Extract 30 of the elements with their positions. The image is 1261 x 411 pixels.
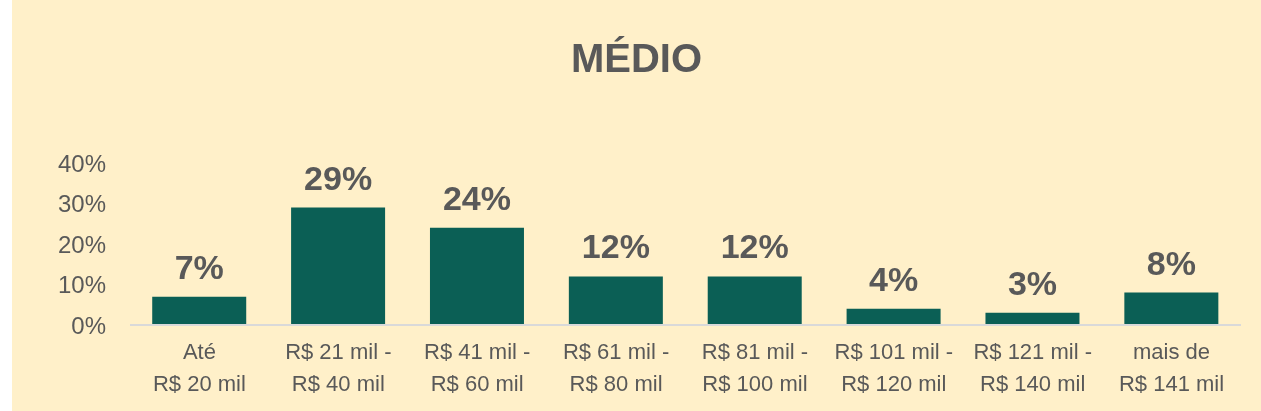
x-tick-label: R$ 81 mil - R$ 100 mil bbox=[701, 339, 809, 396]
data-label: 7% bbox=[174, 247, 224, 286]
x-tick-label: Até R$ 20 mil bbox=[152, 339, 246, 396]
y-tick-label: 30% bbox=[57, 190, 106, 218]
data-label: 12% bbox=[581, 227, 650, 266]
y-tick-label: 0% bbox=[71, 311, 106, 339]
y-tick-label: 20% bbox=[57, 230, 106, 258]
chart-title: MÉDIO bbox=[569, 36, 704, 81]
y-tick-label: 10% bbox=[57, 271, 106, 299]
bar bbox=[707, 276, 802, 325]
y-tick-label: 40% bbox=[57, 149, 106, 177]
data-label: 4% bbox=[869, 259, 919, 298]
data-label: 3% bbox=[1007, 263, 1058, 302]
x-tick-label: R$ 21 mil - R$ 40 mil bbox=[285, 339, 392, 396]
x-tick-label: R$ 101 mil - R$ 120 mil bbox=[834, 339, 954, 396]
data-label: 12% bbox=[720, 227, 789, 266]
bar bbox=[846, 308, 941, 325]
data-label: 8% bbox=[1146, 243, 1196, 282]
bar bbox=[291, 207, 386, 325]
bar bbox=[985, 312, 1080, 325]
x-tick-label: R$ 41 mil - R$ 60 mil bbox=[424, 339, 531, 396]
bar bbox=[152, 296, 247, 325]
x-tick-label: mais de R$ 141 mil bbox=[1118, 339, 1225, 396]
data-label: 29% bbox=[304, 158, 373, 197]
bar bbox=[1124, 292, 1219, 325]
bar bbox=[429, 227, 524, 325]
bar bbox=[568, 276, 663, 325]
data-label: 24% bbox=[442, 178, 511, 217]
x-tick-label: R$ 61 mil - R$ 80 mil bbox=[562, 339, 670, 396]
x-tick-label: R$ 121 mil - R$ 140 mil bbox=[973, 339, 1092, 396]
